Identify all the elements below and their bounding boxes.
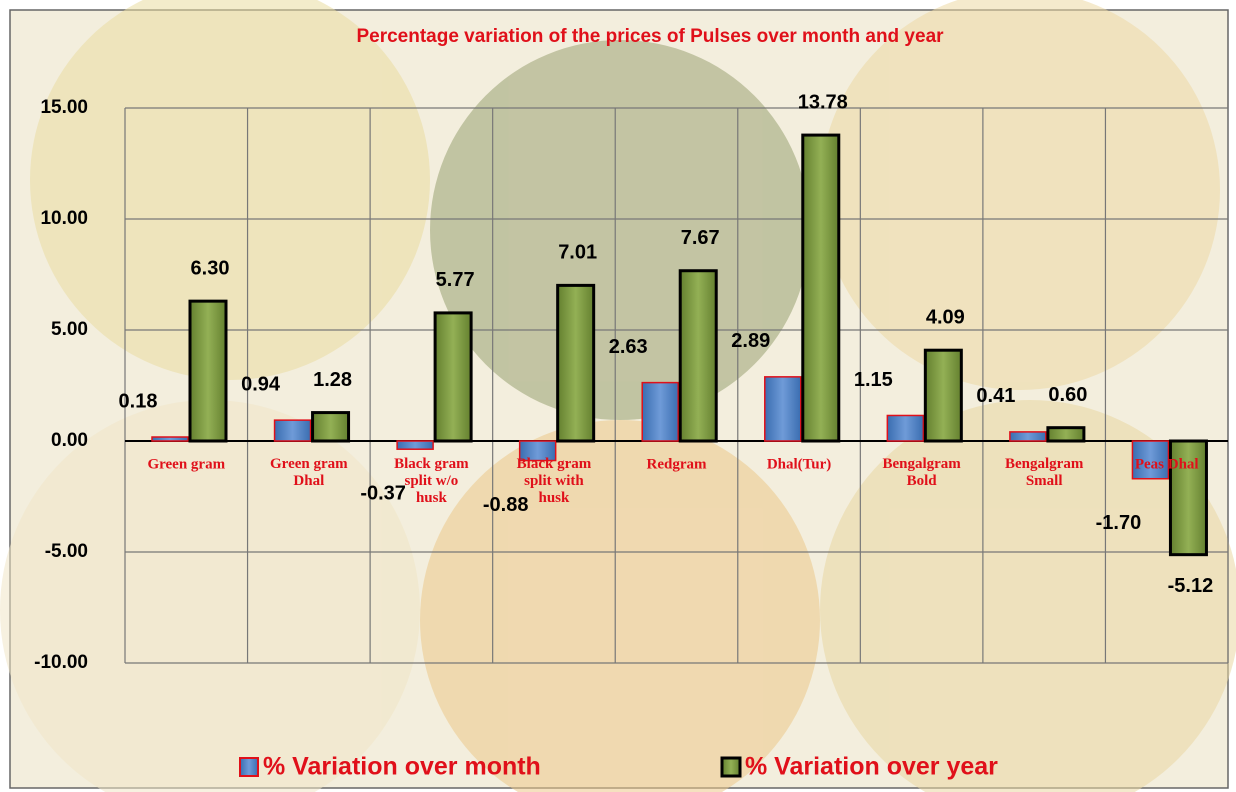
- bar: [190, 301, 226, 441]
- value-label: 4.09: [926, 306, 965, 328]
- bar: [275, 420, 311, 441]
- bar: [397, 441, 433, 449]
- bar: [152, 437, 188, 441]
- legend-swatch: [722, 758, 740, 776]
- bar: [558, 285, 594, 441]
- bar: [642, 383, 678, 441]
- chart-title: Percentage variation of the prices of Pu…: [356, 26, 944, 47]
- value-label: 7.67: [681, 227, 720, 249]
- bar: [1048, 428, 1084, 441]
- bar: [680, 271, 716, 441]
- y-tick-label: 10.00: [40, 208, 88, 229]
- value-label: 5.77: [436, 269, 475, 291]
- bar: [765, 377, 801, 441]
- chart: Percentage variation of the prices of Pu…: [0, 0, 1236, 792]
- x-tick-label: Dhal(Tur): [767, 456, 831, 472]
- y-tick-label: 5.00: [51, 319, 88, 340]
- value-label: 0.41: [976, 385, 1015, 407]
- y-tick-label: 15.00: [40, 97, 88, 118]
- value-label: 6.30: [191, 257, 230, 279]
- value-label: 1.15: [854, 369, 893, 391]
- bar: [1010, 432, 1046, 441]
- bar: [887, 415, 923, 441]
- value-label: 2.89: [731, 330, 770, 352]
- value-label: 2.63: [609, 336, 648, 358]
- legend-label: % Variation over year: [745, 753, 998, 781]
- value-label: 0.94: [241, 373, 281, 395]
- value-label: -1.70: [1096, 512, 1142, 534]
- value-label: 1.28: [313, 369, 352, 391]
- value-label: -0.37: [360, 482, 406, 504]
- bar: [803, 135, 839, 441]
- value-label: 0.18: [119, 390, 158, 412]
- bar: [925, 350, 961, 441]
- bar: [435, 313, 471, 441]
- bar: [313, 413, 349, 441]
- value-label: 0.60: [1048, 384, 1087, 406]
- y-tick-label: -10.00: [34, 652, 88, 673]
- legend-label: % Variation over month: [263, 753, 541, 781]
- value-label: -5.12: [1168, 575, 1214, 597]
- value-label: 13.78: [798, 91, 848, 113]
- x-tick-label: Peas Dhal: [1135, 456, 1199, 472]
- value-label: 7.01: [558, 242, 597, 264]
- y-tick-label: -5.00: [45, 541, 88, 562]
- y-tick-label: 0.00: [51, 430, 88, 451]
- value-label: -0.88: [483, 494, 529, 516]
- x-tick-label: Redgram: [647, 456, 707, 472]
- legend-swatch: [240, 758, 258, 776]
- x-tick-label: Green gram: [147, 456, 225, 472]
